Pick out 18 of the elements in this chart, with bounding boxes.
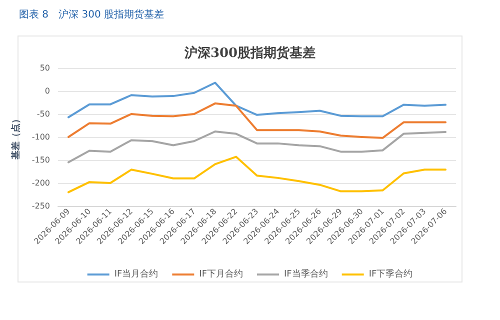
chart-subtitle: 图表 8 沪深 300 股指期货基差 — [19, 8, 164, 20]
line-series — [67, 82, 447, 118]
line-series — [67, 156, 447, 194]
legend-label: IF当季合约 — [284, 268, 328, 280]
y-tick-label: -50 — [36, 110, 50, 118]
legend-label: IF下季合约 — [368, 268, 413, 280]
legend-label: IF下月合约 — [199, 268, 244, 280]
y-tick-label: -150 — [32, 156, 50, 164]
chart-title: 沪深300股指期货基差 — [183, 45, 316, 61]
legend-label: IF当月合约 — [114, 268, 158, 280]
y-tick-label: -200 — [32, 178, 50, 188]
y-tick-label: -100 — [32, 132, 50, 142]
line-series — [67, 130, 447, 164]
y-axis-title: 基差（点） — [10, 114, 22, 160]
y-tick-label: 0 — [44, 86, 50, 96]
y-tick-label: -250 — [32, 202, 50, 210]
line-series — [67, 102, 447, 139]
y-tick-label: 50 — [40, 64, 50, 72]
